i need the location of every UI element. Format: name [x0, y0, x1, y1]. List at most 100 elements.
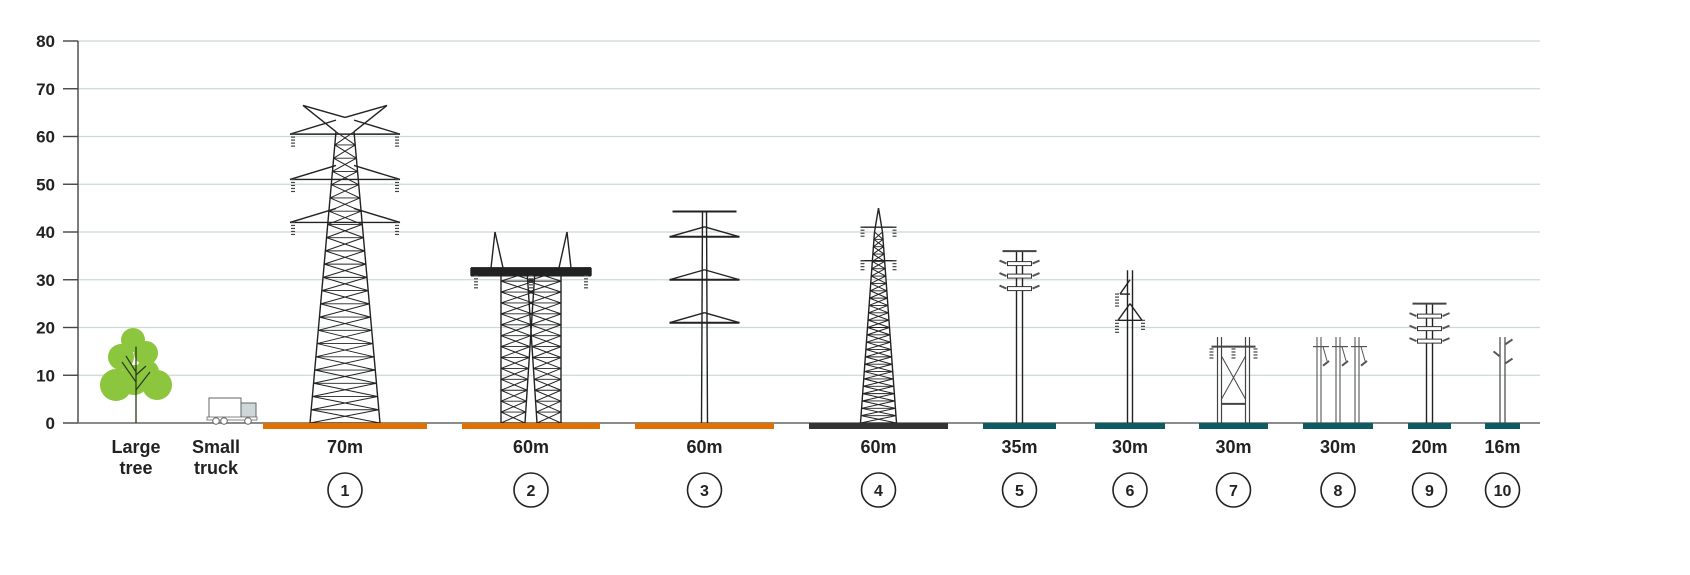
lattice-brace [322, 276, 369, 292]
lattice-brace [861, 407, 897, 417]
crossarm-brace [669, 312, 705, 324]
lattice-brace [500, 367, 529, 380]
peak [490, 231, 496, 268]
lattice-brace [500, 346, 530, 358]
tree-canopy [135, 360, 159, 384]
large-tree-icon [100, 328, 172, 423]
lattice-brace [313, 382, 378, 398]
lattice-brace [528, 302, 562, 315]
lattice-brace [866, 341, 892, 351]
pole [705, 210, 709, 424]
lattice-brace [500, 335, 531, 348]
reference-label: Small [192, 437, 240, 457]
lattice-brace [534, 389, 562, 402]
structure-number: 6 [1126, 483, 1135, 500]
number-badge [1484, 472, 1521, 508]
lattice-brace [333, 144, 356, 159]
lattice-brace [870, 282, 888, 292]
tree-branch [121, 361, 137, 383]
arm [1360, 346, 1366, 362]
lattice-brace [869, 290, 888, 299]
structure-3: 60m 3 [635, 210, 774, 508]
crossarm-brace [289, 164, 337, 181]
insulator [1360, 360, 1368, 367]
lattice-brace [529, 313, 562, 326]
truck-cargo [208, 397, 242, 419]
lattice-brace [536, 411, 562, 424]
lattice-brace [862, 400, 896, 409]
insulator [1442, 337, 1450, 343]
crossarm-brace [353, 119, 401, 135]
crossarm-brace [704, 226, 740, 238]
lattice-brace [315, 356, 376, 371]
structure-number: 9 [1425, 483, 1434, 500]
height-label: 16m [1484, 437, 1520, 457]
pole-crossarms-drawing [999, 250, 1040, 423]
insulator [1032, 259, 1040, 265]
insulator [999, 284, 1007, 290]
peak [494, 231, 504, 268]
base-bar [1408, 423, 1451, 429]
lattice-brace [863, 378, 894, 387]
y-tick-label: 0 [46, 414, 55, 433]
structure-number: 2 [527, 483, 536, 500]
reference-label: truck [194, 458, 239, 478]
arm [1117, 303, 1131, 321]
height-label: 30m [1320, 437, 1356, 457]
lattice-brace [531, 335, 562, 348]
earth-arm [302, 104, 337, 133]
lattice-brace [869, 297, 889, 306]
structure-9: 20m 9 [1408, 302, 1451, 508]
number-badge [513, 472, 549, 508]
structure-2: 60m 2 [462, 231, 600, 508]
lattice-brace [331, 170, 358, 186]
insulator [1504, 338, 1514, 346]
reference-label: tree [119, 458, 152, 478]
lattice-brace [500, 357, 529, 369]
number-badge [686, 472, 723, 508]
lattice-brace [530, 324, 562, 337]
base-bar [263, 423, 427, 429]
single-pole-drawing [1492, 337, 1514, 423]
pole-crossarms-drawing [1409, 302, 1450, 423]
reference-label: Large [111, 437, 160, 457]
tree-canopy [134, 341, 158, 365]
structure-number: 8 [1334, 483, 1343, 500]
insulator [999, 272, 1007, 278]
crossarm-brace [704, 312, 740, 324]
lattice-brace [528, 291, 562, 304]
crossarm [1417, 326, 1442, 332]
narrow-lattice-drawing [859, 208, 898, 424]
base-bar [1303, 423, 1373, 429]
lattice-brace [868, 304, 889, 314]
structures: 70m160m260m360m435m530m630m730m820m916m1… [263, 104, 1521, 508]
number-badge [1112, 472, 1148, 508]
crossarm-brace [353, 164, 401, 181]
lattice-brace [332, 157, 357, 172]
insulator [1341, 360, 1349, 367]
lattice-brace [326, 237, 365, 252]
y-tick-label: 40 [36, 223, 55, 242]
number-badge [1411, 472, 1448, 508]
pole [700, 210, 704, 424]
number-badge [327, 472, 363, 508]
x-brace [1221, 355, 1246, 400]
number-badge [1001, 472, 1038, 508]
lattice-brace [531, 346, 562, 358]
structure-10: 16m 10 [1484, 337, 1521, 508]
insulator [999, 259, 1007, 265]
truck-cab [240, 402, 257, 419]
arm [1129, 303, 1143, 321]
base-bar [809, 423, 948, 429]
lattice-brace [500, 291, 534, 304]
crossarm [1417, 338, 1442, 344]
tree-canopy [108, 344, 134, 370]
structure-5: 35m 5 [983, 250, 1056, 508]
lattice-brace [331, 184, 361, 199]
crossarm-brace [704, 269, 740, 281]
lattice-brace [321, 290, 370, 305]
y-tick-label: 50 [36, 175, 55, 194]
peak [873, 208, 880, 233]
truck-wheel [244, 417, 252, 425]
